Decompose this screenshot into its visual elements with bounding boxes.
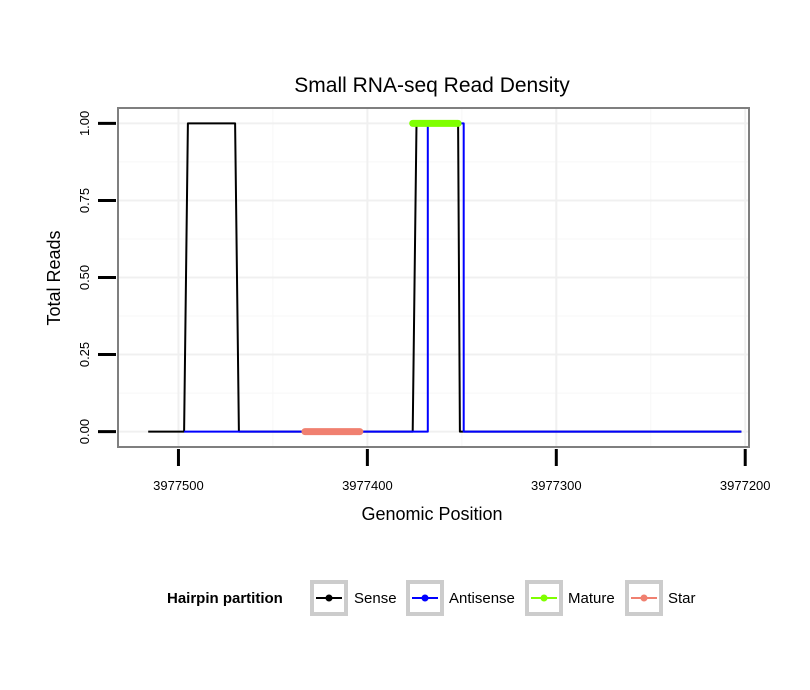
legend-item-antisense: Antisense — [406, 580, 515, 616]
legend-item-sense: Sense — [310, 580, 397, 616]
y-tick-label: 0.00 — [77, 419, 92, 444]
y-axis-title: Total Reads — [44, 230, 64, 325]
legend-key-dot — [325, 594, 333, 602]
legend-item-star: Star — [625, 580, 696, 616]
legend-key-dot — [540, 594, 548, 602]
y-tick-label: 0.75 — [77, 188, 92, 213]
x-axis: 3977500 3977400 3977300 3977200 — [153, 449, 771, 493]
y-tick-label: 0.50 — [77, 265, 92, 290]
legend-key-dot — [640, 594, 648, 602]
x-tick-label: 3977200 — [720, 478, 771, 493]
series-group — [148, 119, 742, 436]
x-tick-label: 3977300 — [531, 478, 582, 493]
y-tick-label: 1.00 — [77, 111, 92, 136]
plot-panel-border — [117, 107, 750, 448]
legend-label-antisense: Antisense — [449, 590, 515, 607]
legend-label-star: Star — [668, 590, 696, 607]
y-axis: 0.00 0.25 0.50 0.75 1.00 — [77, 111, 116, 444]
legend-item-mature: Mature — [525, 580, 615, 616]
legend-label-sense: Sense — [354, 590, 397, 607]
legend: Hairpin partition Sense Antisense Mature… — [167, 580, 696, 616]
legend-key-dot — [421, 594, 429, 602]
x-tick-label: 3977500 — [153, 478, 204, 493]
legend-label-mature: Mature — [568, 590, 615, 607]
legend-title: Hairpin partition — [167, 590, 283, 607]
y-tick-label: 0.25 — [77, 342, 92, 367]
x-axis-title: Genomic Position — [361, 504, 502, 524]
x-tick-label: 3977400 — [342, 478, 393, 493]
grid-lines — [118, 108, 749, 447]
chart-title: Small RNA-seq Read Density — [294, 74, 570, 97]
